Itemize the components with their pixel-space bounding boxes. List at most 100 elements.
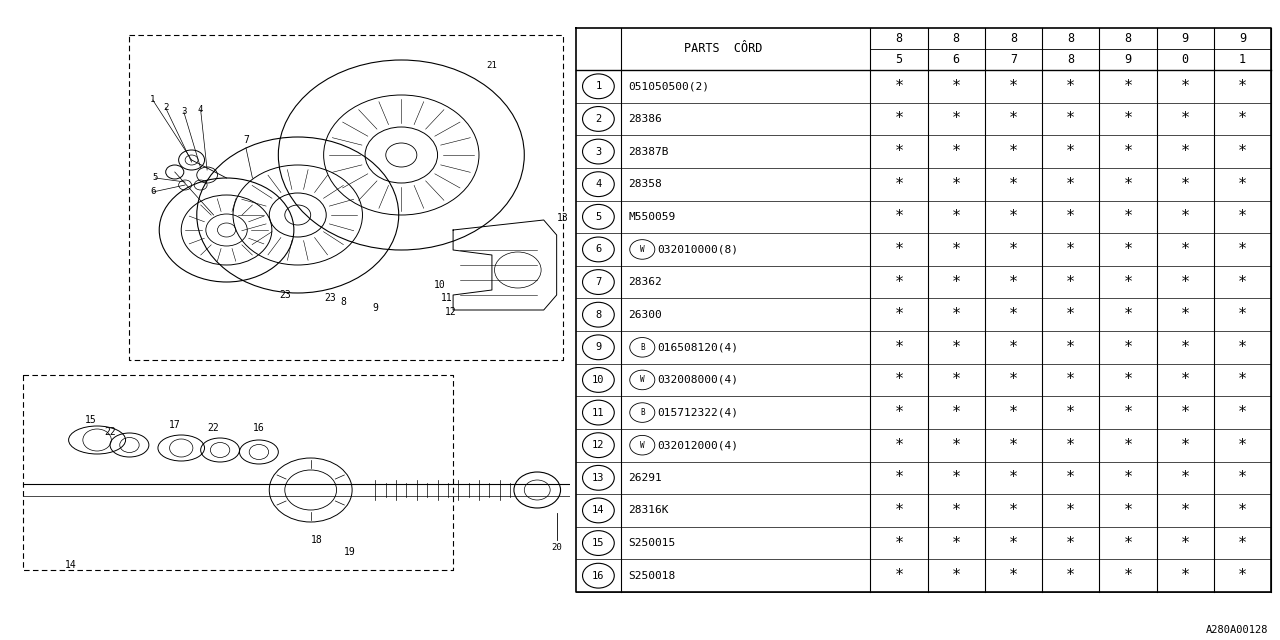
Text: *: * <box>1066 470 1075 485</box>
Text: 8: 8 <box>1010 32 1018 45</box>
Text: *: * <box>1124 111 1133 127</box>
Text: 8: 8 <box>952 32 960 45</box>
Text: *: * <box>1238 568 1247 583</box>
Text: 5: 5 <box>595 212 602 222</box>
Text: 10: 10 <box>434 280 445 290</box>
Text: *: * <box>1124 242 1133 257</box>
Text: *: * <box>1238 307 1247 322</box>
Text: *: * <box>895 536 904 550</box>
Text: *: * <box>1009 307 1018 322</box>
Text: *: * <box>1066 340 1075 355</box>
Text: 8: 8 <box>1124 32 1132 45</box>
Text: 7: 7 <box>1010 53 1018 66</box>
Text: *: * <box>1238 340 1247 355</box>
Text: 28362: 28362 <box>628 277 662 287</box>
Text: 8: 8 <box>340 297 346 307</box>
Text: 4: 4 <box>198 106 204 115</box>
Text: 5: 5 <box>152 173 157 182</box>
Text: *: * <box>1066 177 1075 192</box>
Text: S250015: S250015 <box>628 538 676 548</box>
Text: 032012000(4): 032012000(4) <box>658 440 739 450</box>
Text: 28358: 28358 <box>628 179 662 189</box>
Text: *: * <box>1180 470 1189 485</box>
Text: *: * <box>952 503 961 518</box>
Text: 1: 1 <box>595 81 602 92</box>
Text: 20: 20 <box>552 543 562 552</box>
Text: *: * <box>952 177 961 192</box>
Text: *: * <box>1180 177 1189 192</box>
Text: 22: 22 <box>207 423 219 433</box>
Text: *: * <box>952 144 961 159</box>
Text: 3: 3 <box>595 147 602 157</box>
Text: *: * <box>1066 438 1075 452</box>
Text: *: * <box>1066 111 1075 127</box>
Text: *: * <box>1066 307 1075 322</box>
Text: 9: 9 <box>372 303 379 313</box>
Text: *: * <box>1124 503 1133 518</box>
Text: *: * <box>1066 503 1075 518</box>
Text: 3: 3 <box>182 108 187 116</box>
Text: 10: 10 <box>593 375 604 385</box>
Text: 6: 6 <box>595 244 602 255</box>
Text: 12: 12 <box>593 440 604 450</box>
Text: *: * <box>1124 470 1133 485</box>
Text: *: * <box>1180 79 1189 94</box>
Text: 15: 15 <box>84 415 96 425</box>
Text: 8: 8 <box>1068 53 1074 66</box>
Text: *: * <box>1066 275 1075 289</box>
Text: *: * <box>1124 536 1133 550</box>
Text: *: * <box>952 438 961 452</box>
Text: *: * <box>1009 438 1018 452</box>
Text: *: * <box>1066 536 1075 550</box>
Text: *: * <box>1009 79 1018 94</box>
Text: *: * <box>895 568 904 583</box>
Text: *: * <box>1009 536 1018 550</box>
Text: *: * <box>895 307 904 322</box>
Text: *: * <box>1066 372 1075 387</box>
Text: 14: 14 <box>593 506 604 515</box>
Text: *: * <box>1066 79 1075 94</box>
Text: *: * <box>1066 405 1075 420</box>
Text: 22: 22 <box>104 427 116 437</box>
Text: *: * <box>1238 79 1247 94</box>
Text: *: * <box>1238 242 1247 257</box>
Text: *: * <box>952 405 961 420</box>
Text: 8: 8 <box>595 310 602 320</box>
Text: 17: 17 <box>169 420 180 430</box>
Text: *: * <box>1124 144 1133 159</box>
Text: *: * <box>1066 242 1075 257</box>
Text: *: * <box>1124 209 1133 224</box>
Text: *: * <box>1238 144 1247 159</box>
Text: 16: 16 <box>253 423 265 433</box>
Text: 2: 2 <box>163 104 169 113</box>
Text: 015712322(4): 015712322(4) <box>658 408 739 417</box>
Text: 11: 11 <box>440 293 453 303</box>
Text: 16: 16 <box>593 571 604 580</box>
Text: 5: 5 <box>896 53 902 66</box>
Text: *: * <box>895 340 904 355</box>
Text: 6: 6 <box>150 188 155 196</box>
Text: *: * <box>1180 242 1189 257</box>
Text: *: * <box>895 405 904 420</box>
Text: *: * <box>895 111 904 127</box>
Text: *: * <box>895 242 904 257</box>
Text: *: * <box>952 242 961 257</box>
Text: *: * <box>1180 275 1189 289</box>
Text: 1: 1 <box>1239 53 1245 66</box>
Text: 26300: 26300 <box>628 310 662 320</box>
Text: *: * <box>1124 568 1133 583</box>
Text: 21: 21 <box>486 61 498 70</box>
Text: *: * <box>1180 438 1189 452</box>
Text: *: * <box>1180 307 1189 322</box>
Text: 14: 14 <box>65 560 77 570</box>
Text: *: * <box>1180 144 1189 159</box>
Text: *: * <box>1066 209 1075 224</box>
Text: *: * <box>895 79 904 94</box>
Text: *: * <box>1124 177 1133 192</box>
Text: 032010000(8): 032010000(8) <box>658 244 739 255</box>
Text: W: W <box>640 376 645 385</box>
Text: *: * <box>1180 405 1189 420</box>
Text: *: * <box>1009 242 1018 257</box>
Text: 28387B: 28387B <box>628 147 669 157</box>
Text: 12: 12 <box>444 307 457 317</box>
